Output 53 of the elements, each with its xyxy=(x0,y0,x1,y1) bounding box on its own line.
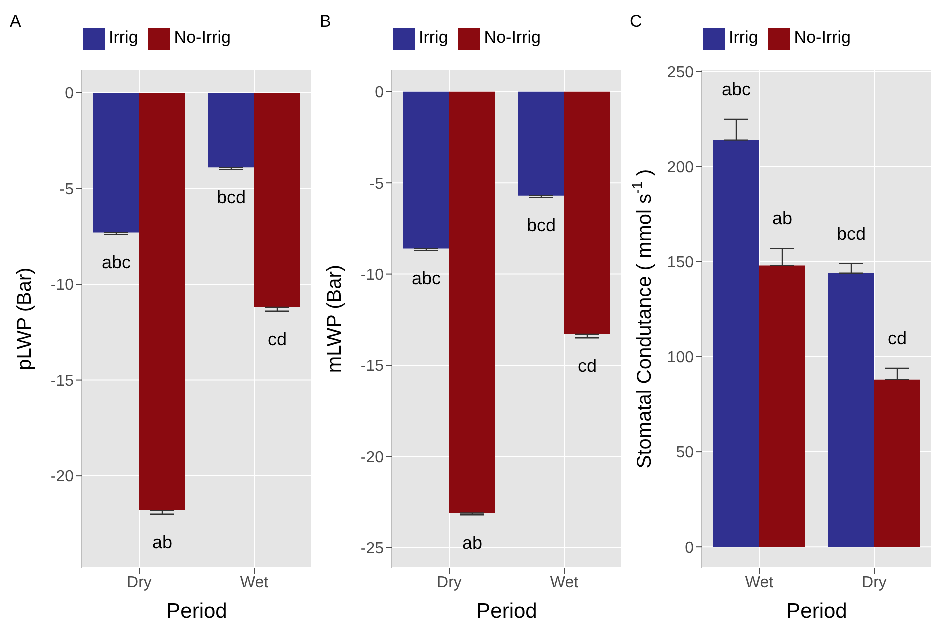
legend-label: Irrig xyxy=(419,28,448,47)
data-label: abc xyxy=(412,268,442,289)
y-tick-label: -15 xyxy=(360,358,384,376)
data-label: cd xyxy=(888,328,908,348)
data-label: abc xyxy=(102,252,132,273)
y-tick-label: 50 xyxy=(676,444,694,462)
x-axis-title: Period xyxy=(476,600,538,623)
bar xyxy=(760,266,806,548)
legend-label: No-Irrig xyxy=(174,28,231,47)
data-label: cd xyxy=(578,356,598,376)
data-label: ab xyxy=(772,208,793,229)
y-tick-label: 0 xyxy=(685,540,694,557)
chart-title: C xyxy=(630,12,642,32)
chart-title: B xyxy=(320,12,332,32)
y-tick-label: -25 xyxy=(360,540,384,558)
data-label: ab xyxy=(152,532,173,552)
x-tick-label: Dry xyxy=(862,574,887,592)
data-label: bcd xyxy=(216,188,246,208)
legend-label: Irrig xyxy=(109,28,138,47)
x-axis-title: Period xyxy=(786,600,848,623)
y-tick-label: 150 xyxy=(667,254,694,272)
y-tick-label: -5 xyxy=(370,176,384,193)
bar xyxy=(714,140,760,548)
data-label: cd xyxy=(268,329,288,350)
x-tick-label: Wet xyxy=(745,574,774,592)
y-tick-label: -20 xyxy=(360,449,384,466)
y-tick-label: -5 xyxy=(60,181,74,198)
data-label: bcd xyxy=(526,216,556,236)
y-tick-label: 0 xyxy=(65,86,74,103)
y-tick-label: -15 xyxy=(50,372,74,390)
y-tick-label: 0 xyxy=(375,84,384,102)
data-label: bcd xyxy=(836,224,866,244)
x-tick-label: Dry xyxy=(437,574,462,592)
y-axis-title: pLWP (Bar) xyxy=(14,268,36,370)
legend-label: No-Irrig xyxy=(794,28,851,47)
x-tick-label: Wet xyxy=(240,574,270,592)
data-label: abc xyxy=(722,79,752,100)
y-tick-label: 200 xyxy=(667,160,694,177)
x-axis-title: Period xyxy=(166,600,228,623)
y-axis-title: mLWP (Bar) xyxy=(324,264,346,374)
y-tick-label: 250 xyxy=(667,64,694,82)
y-tick-label: -10 xyxy=(360,266,384,284)
legend-label: Irrig xyxy=(729,28,758,47)
bar xyxy=(874,380,920,548)
chart-title: A xyxy=(10,12,22,32)
x-tick-label: Wet xyxy=(550,574,580,592)
x-tick-label: Dry xyxy=(127,574,152,592)
y-tick-label: -10 xyxy=(50,277,74,294)
y-tick-label: -20 xyxy=(50,468,74,486)
data-label: ab xyxy=(462,533,483,554)
legend-label: No-Irrig xyxy=(484,28,541,47)
bar xyxy=(828,273,874,548)
y-tick-label: 100 xyxy=(667,350,694,367)
